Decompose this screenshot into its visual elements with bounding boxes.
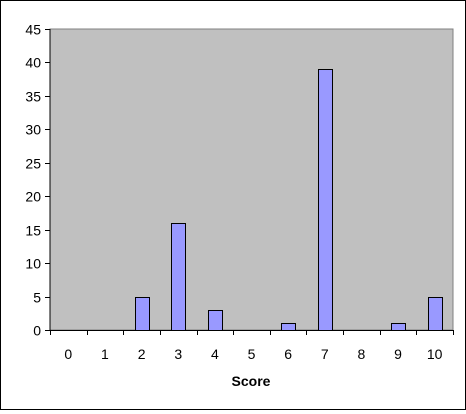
x-tick-label: 8 — [358, 346, 366, 362]
y-tick-label: 35 — [25, 89, 41, 105]
x-tick-label: 1 — [101, 346, 109, 362]
x-tick-label: 0 — [64, 346, 72, 362]
x-tick-label: 9 — [394, 346, 402, 362]
y-tick-label: 40 — [25, 55, 41, 71]
y-tick-label: 0 — [33, 323, 41, 339]
bar-4 — [208, 310, 223, 331]
y-tick-label: 10 — [25, 256, 41, 272]
x-tick-label: 7 — [321, 346, 329, 362]
bar-2 — [135, 297, 150, 331]
y-tick-label: 30 — [25, 122, 41, 138]
y-tick-label: 5 — [33, 290, 41, 306]
y-tick-label: 45 — [25, 22, 41, 38]
y-tick-label: 25 — [25, 156, 41, 172]
plot-area — [49, 28, 454, 331]
bar-6 — [281, 323, 296, 331]
y-axis: 0 5 10 15 20 25 30 35 40 45 — [25, 22, 51, 339]
bar-3 — [171, 223, 186, 331]
x-tick-label: 6 — [284, 346, 292, 362]
x-axis: 0 1 2 3 4 5 6 7 8 9 10 — [50, 330, 454, 362]
bar-9 — [391, 323, 406, 331]
x-axis-label: Score — [232, 373, 271, 389]
bar-7 — [318, 69, 333, 331]
y-tick-label: 15 — [25, 223, 41, 239]
y-tick-label: 20 — [25, 189, 41, 205]
x-tick-label: 5 — [248, 346, 256, 362]
x-tick-label: 10 — [427, 346, 443, 362]
x-tick-label: 2 — [138, 346, 146, 362]
bar-10 — [428, 297, 443, 331]
x-tick-label: 4 — [211, 346, 219, 362]
x-tick-label: 3 — [174, 346, 182, 362]
